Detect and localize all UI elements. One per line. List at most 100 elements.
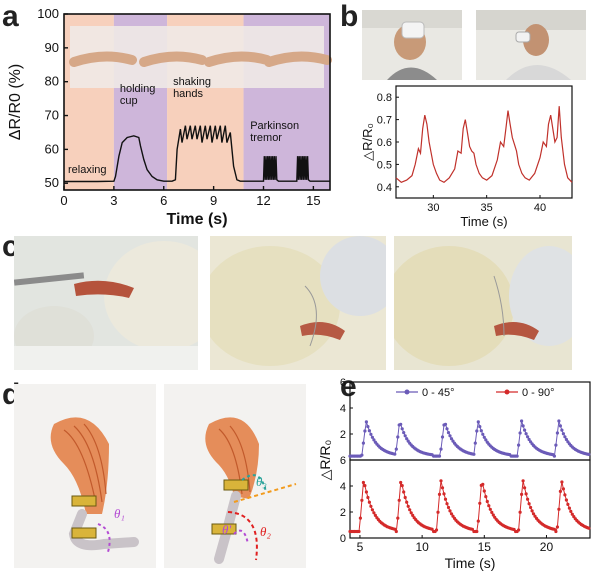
legend-marker-1 [504,389,510,395]
x-tick-label-e: 5 [357,540,364,554]
arm-shaking [204,51,272,67]
x-tick-label-a: 0 [60,193,67,208]
point-e-0 [367,429,371,433]
point-e-0 [518,431,522,435]
point-e-0 [563,435,567,439]
point-e-1 [520,492,524,496]
point-e-1 [488,507,492,511]
point-e-0 [394,447,398,451]
point-e-0 [361,441,365,445]
point-e-1 [406,504,410,508]
panel-letter-e: e [340,370,357,403]
region-label-3: tremor [250,132,282,144]
point-e-0 [360,453,364,457]
point-e-1 [358,516,362,520]
trace-a [64,125,330,183]
x-tick-label-e: 15 [478,540,492,554]
point-e-0 [366,425,370,429]
point-e-0 [526,435,530,439]
point-e-1 [361,480,365,485]
point-e-0 [446,431,451,435]
region-label-3: Parkinson [250,120,299,132]
point-e-0 [527,437,531,442]
y-tick-label-b: 0.4 [377,182,392,194]
y-tick-label-e: 4 [340,481,346,493]
point-e-0 [440,435,445,439]
point-e-1 [526,497,530,501]
x-axis-label-b: Time (s) [460,214,507,229]
arm-tremor [264,51,332,67]
point-e-0 [560,428,564,432]
x-tick-label-b: 40 [534,202,546,214]
y-tick-label-b: 0.6 [377,137,392,149]
point-e-0 [402,431,406,435]
y-tick-label-a: 50 [45,175,59,190]
point-e-1 [449,512,454,516]
point-e-1 [367,500,371,504]
point-e-1 [475,529,479,534]
point-e-1 [560,480,564,484]
arm-holding-cup [139,51,207,67]
y-axis-label-b: △R/R₀ [360,123,375,161]
rat-photo-1 [14,236,198,370]
theta2-label: θ₂ [260,524,271,539]
point-e-1 [484,495,488,499]
point-e-1 [485,499,489,504]
point-e-1 [524,492,528,496]
point-e-1 [405,500,409,504]
point-e-0 [587,452,591,456]
point-e-0 [517,443,521,447]
point-e-0 [520,419,524,423]
point-e-1 [370,508,374,512]
point-e-1 [446,505,451,510]
y-tick-label-e: 6 [340,377,346,389]
point-e-1 [478,501,482,505]
x-tick-label-a: 3 [110,193,117,208]
point-e-1 [437,492,442,496]
point-e-0 [405,437,409,441]
point-e-0 [472,452,476,456]
region-label-1: cup [120,95,138,107]
point-e-1 [372,511,376,515]
point-e-1 [529,505,533,510]
y-tick-label-e: 2 [340,507,346,519]
y-tick-label-a: 60 [45,141,59,156]
point-e-0 [443,422,448,426]
point-e-1 [563,493,567,497]
point-e-1 [558,489,563,493]
point-e-0 [370,435,374,439]
y-tick-label-e: 6 [340,455,346,467]
point-e-1 [369,504,373,508]
trace-b [395,106,573,184]
point-e-1 [557,507,561,511]
y-tick-label-a: 100 [37,6,59,21]
point-e-0 [523,428,527,432]
muscle-illustration-left: θ₁ [14,384,156,568]
point-e-1 [434,528,439,532]
point-e-1 [476,519,480,523]
legend-label-0: 0 - 45° [422,387,455,399]
x-tick-label-a: 9 [210,193,217,208]
point-e-0 [478,425,482,429]
point-e-0 [445,427,449,431]
legend-label-1: 0 - 90° [522,387,555,399]
x-axis-label-a: Time (s) [166,211,227,228]
region-label-1: holding [120,83,155,95]
point-e-0 [481,432,485,436]
point-e-1 [564,498,569,502]
point-e-1 [518,510,522,514]
point-e-1 [411,513,415,518]
point-e-1 [567,506,572,510]
x-tick-label-a: 12 [256,193,270,208]
point-e-1 [490,510,494,514]
y-tick-label-a: 80 [45,74,59,89]
point-e-1 [400,484,404,488]
point-e-0 [521,424,525,428]
point-e-1 [357,529,361,534]
region-label-0: relaxing [68,164,107,176]
point-e-0 [449,437,454,441]
point-e-0 [403,434,407,438]
y-tick-label-e: 0 [340,533,346,545]
